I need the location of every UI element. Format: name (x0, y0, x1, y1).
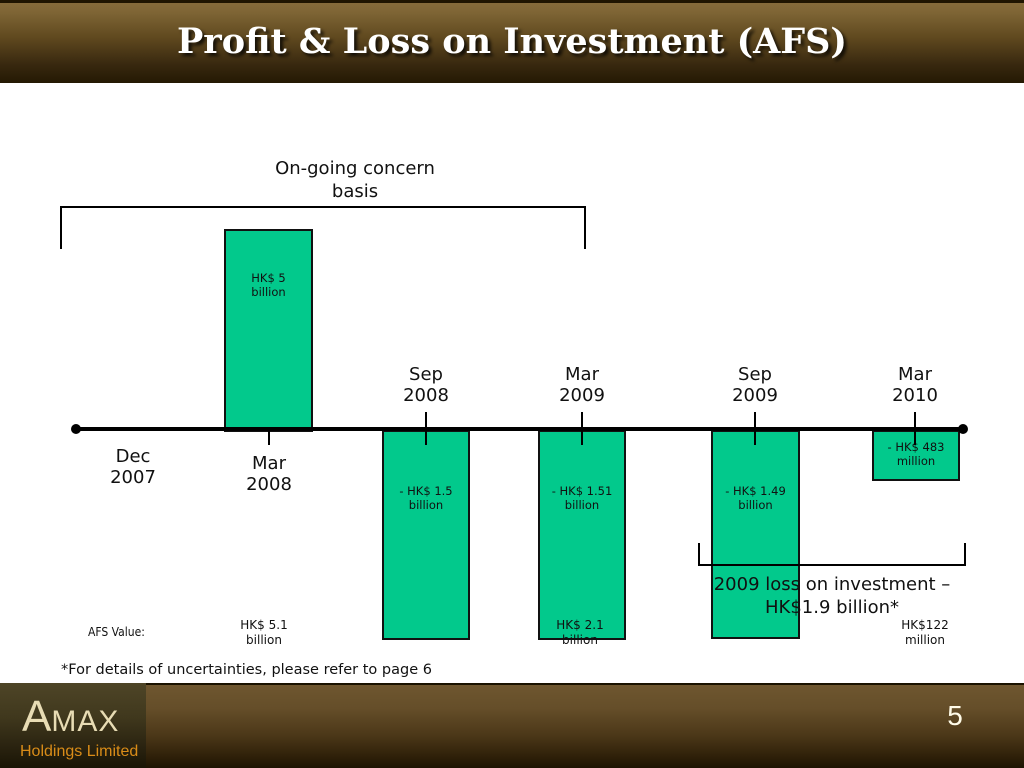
bar-mar-2009: - HK$ 1.51 billion (538, 430, 626, 640)
amax-logo: AMAX Holdings Limited (0, 683, 146, 768)
bar-mar-2010-label-line2: million (896, 454, 936, 468)
period-label-sep-2009-line1: Sep (738, 364, 772, 385)
bar-mar-2009-label-line2: billion (564, 498, 600, 512)
bar-mar-2008-label-line2: billion (251, 285, 286, 299)
afs-value-mar-2009-line1: HK$ 2.1 (556, 618, 604, 632)
period-label-sep-2008-line1: Sep (409, 364, 443, 385)
bar-sep-2008-label: - HK$ 1.5 billion (384, 484, 468, 512)
tick-sep-2008 (425, 412, 427, 445)
page-title: Profit & Loss on Investment (AFS) (176, 21, 847, 62)
logo-wordmark-rest: MAX (51, 705, 120, 738)
period-label-mar-2010: Mar 2010 (865, 364, 965, 406)
period-label-mar-2010-line2: 2010 (892, 385, 938, 406)
bar-mar-2008-label-line1: HK$ 5 (251, 271, 286, 285)
bar-sep-2008-label-line1: - HK$ 1.5 (399, 484, 453, 498)
timeline-axis (74, 427, 964, 431)
period-label-sep-2008: Sep 2008 (376, 364, 476, 406)
title-banner: Profit & Loss on Investment (AFS) (0, 0, 1024, 85)
period-label-dec-2007: Dec 2007 (83, 446, 183, 488)
period-label-mar-2008-line1: Mar (252, 453, 286, 474)
afs-value-mar-2010: HK$122 million (875, 618, 975, 648)
bar-sep-2009-label: - HK$ 1.49 billion (713, 484, 798, 512)
afs-value-dec-2007-line1: HK$ 5.1 (240, 618, 288, 632)
bar-mar-2010-label-line1: - HK$ 483 (887, 440, 945, 454)
bar-mar-2008-label: HK$ 5 billion (226, 271, 311, 299)
bar-sep-2009-label-line2: billion (738, 498, 773, 512)
tick-mar-2008 (268, 427, 270, 445)
footnote: *For details of uncertainties, please re… (61, 662, 432, 678)
period-label-mar-2010-line1: Mar (898, 364, 932, 385)
logo-initial: A (22, 692, 52, 741)
loss-2009-bracket (698, 543, 966, 566)
page-number: 5 (947, 700, 963, 731)
period-label-sep-2008-line2: 2008 (403, 385, 449, 406)
bottom-bracket-caption: 2009 loss on investment – HK$1.9 billion… (682, 573, 982, 619)
bar-mar-2010-label: - HK$ 483 million (874, 440, 958, 468)
bar-sep-2009-label-line1: - HK$ 1.49 (725, 484, 786, 498)
afs-value-mar-2010-line2: million (905, 633, 945, 647)
bar-mar-2008: HK$ 5 billion (224, 229, 313, 432)
bar-sep-2008-label-line2: billion (408, 498, 444, 512)
afs-value-row-label: AFS Value: (88, 625, 145, 639)
afs-value-mar-2009: HK$ 2.1 billion (530, 618, 630, 648)
period-label-mar-2008-line2: 2008 (246, 474, 292, 495)
ongoing-concern-bracket (60, 206, 586, 249)
bottom-bracket-caption-line1: 2009 loss on investment – (713, 574, 951, 595)
afs-value-mar-2010-line1: HK$122 (901, 618, 949, 632)
period-label-dec-2007-line2: 2007 (110, 467, 156, 488)
period-label-sep-2009: Sep 2009 (705, 364, 805, 406)
period-label-sep-2009-line2: 2009 (732, 385, 778, 406)
bar-sep-2009: - HK$ 1.49 billion (711, 430, 800, 639)
axis-end-dot (958, 424, 968, 434)
bar-sep-2008: - HK$ 1.5 billion (382, 430, 470, 640)
tick-sep-2009 (754, 412, 756, 445)
bottom-bracket-caption-line2: HK$1.9 billion* (765, 597, 899, 618)
tick-mar-2010 (914, 412, 916, 445)
bar-mar-2009-label-line1: - HK$ 1.51 (551, 484, 613, 498)
period-label-mar-2009-line2: 2009 (559, 385, 605, 406)
period-label-mar-2009: Mar 2009 (532, 364, 632, 406)
timeline-chart: On-going concern basis HK$ 5 billion - H… (0, 85, 1024, 683)
afs-value-dec-2007: HK$ 5.1 billion (214, 618, 314, 648)
top-bracket-caption: On-going concern basis (205, 157, 505, 203)
axis-start-dot (71, 424, 81, 434)
logo-wordmark: AMAX (22, 695, 119, 739)
logo-subtitle: Holdings Limited (20, 743, 139, 760)
period-label-mar-2008: Mar 2008 (219, 453, 319, 495)
period-label-mar-2009-line1: Mar (565, 364, 599, 385)
afs-value-dec-2007-line2: billion (246, 633, 282, 647)
bar-mar-2009-label: - HK$ 1.51 billion (540, 484, 624, 512)
footer-bar (0, 683, 1024, 768)
afs-value-mar-2009-line2: billion (562, 633, 598, 647)
top-bracket-caption-line1: On-going concern (275, 158, 435, 179)
top-bracket-caption-line2: basis (331, 181, 379, 202)
tick-mar-2009 (581, 412, 583, 445)
bar-mar-2010: - HK$ 483 million (872, 430, 960, 481)
period-label-dec-2007-line1: Dec (115, 446, 151, 467)
